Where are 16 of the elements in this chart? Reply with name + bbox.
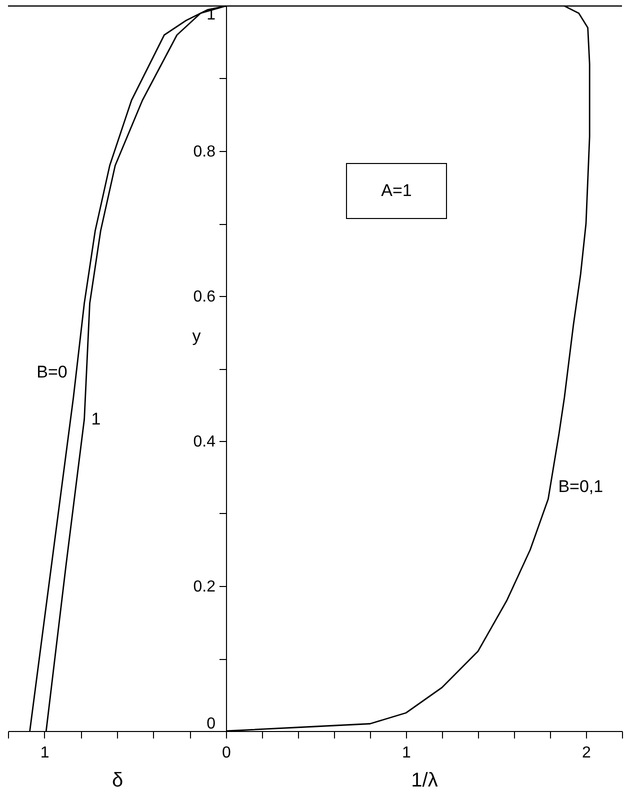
x-axis-title: 1/λ (411, 770, 438, 792)
series-label: B=0,1 (558, 477, 604, 496)
series-label: B=0 (36, 362, 68, 382)
text-box: A=1 (346, 163, 447, 219)
x-tick-label: 2 (582, 744, 592, 762)
x-tick-label: 0 (222, 744, 232, 762)
y-tick-label: 0.2 (193, 578, 216, 596)
y-axis-title: y (192, 326, 202, 346)
x-tick-label: 1 (402, 744, 412, 762)
y-tick-label: 0.4 (193, 434, 216, 450)
x-axis-title: δ (112, 770, 124, 792)
y-tick-label: 0.6 (193, 288, 216, 306)
series-label: 1 (91, 409, 101, 428)
y-tick-label: 0 (206, 716, 216, 732)
y-tick-label: 0.8 (193, 144, 216, 160)
x-tick-label: 1 (40, 744, 50, 762)
